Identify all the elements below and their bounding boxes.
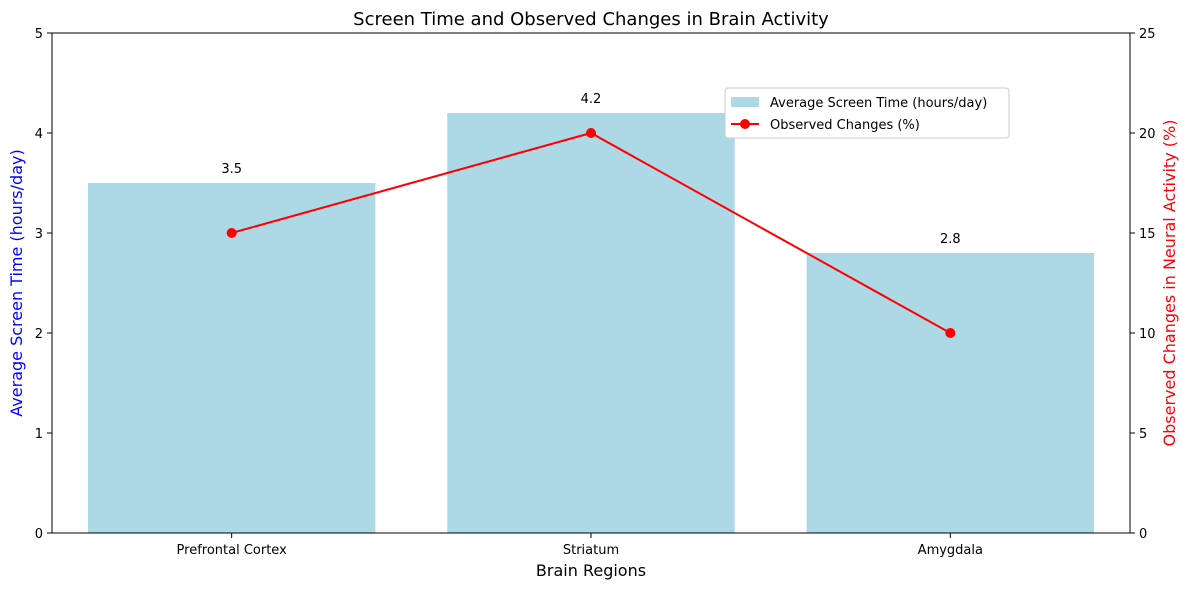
y2-tick-label-1: 5 [1139, 427, 1147, 442]
y-tick-label-0: 0 [35, 527, 43, 542]
line-series [226, 128, 956, 338]
y-tick-label-4: 4 [35, 127, 43, 142]
data-label-0: 3.5 [221, 162, 242, 177]
legend: Average Screen Time (hours/day) Observed… [724, 87, 1010, 139]
data-labels: 3.5 4.2 2.8 [221, 92, 960, 247]
chart-title: Screen Time and Observed Changes in Brai… [353, 9, 829, 30]
x-tick-label-1: Striatum [563, 543, 619, 558]
data-label-2: 2.8 [940, 232, 961, 247]
y2-tick-label-0: 0 [1139, 527, 1147, 542]
legend-line-marker [740, 119, 750, 129]
line-point-0 [226, 228, 237, 238]
x-tick-label-0: Prefrontal Cortex [177, 543, 288, 558]
bar-0 [87, 183, 376, 533]
y-axis-ticks: 0 1 2 3 4 5 [35, 27, 52, 542]
x-axis-label: Brain Regions [536, 561, 646, 580]
y2-tick-label-3: 15 [1139, 227, 1156, 242]
y-tick-label-5: 5 [35, 27, 43, 42]
y2-tick-label-4: 20 [1139, 127, 1156, 142]
y2-tick-label-2: 10 [1139, 327, 1156, 342]
data-label-1: 4.2 [581, 92, 602, 107]
x-axis-ticks: Prefrontal Cortex Striatum Amygdala [177, 533, 983, 558]
y-tick-label-1: 1 [35, 427, 43, 442]
legend-label-bar: Average Screen Time (hours/day) [770, 96, 987, 111]
legend-bar-swatch [731, 97, 759, 107]
bar-1 [447, 113, 735, 533]
legend-box [724, 87, 1010, 139]
y-tick-label-2: 2 [35, 327, 43, 342]
y-axis-label: Average Screen Time (hours/day) [7, 149, 26, 416]
bar-2 [806, 253, 1095, 533]
y2-tick-label-5: 25 [1139, 27, 1156, 42]
y-tick-label-3: 3 [35, 227, 43, 242]
x-tick-label-2: Amygdala [918, 543, 983, 558]
bar-series [87, 113, 1095, 533]
legend-label-line: Observed Changes (%) [770, 118, 920, 133]
y2-axis-ticks: 0 5 10 15 20 25 [1130, 27, 1156, 542]
y2-axis-label: Observed Changes in Neural Activity (%) [1160, 120, 1179, 447]
line-point-2 [945, 328, 956, 338]
line-point-1 [586, 128, 596, 138]
